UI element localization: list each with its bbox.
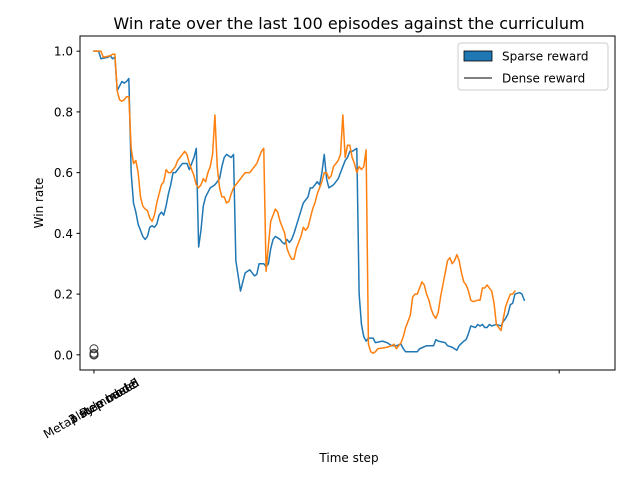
y-axis: 0.0 0.2 0.4 0.6 0.8 1.0 <box>54 45 80 362</box>
y-tick-label: 0.2 <box>54 288 73 302</box>
y-tick-label: 0.0 <box>54 348 73 362</box>
legend: Sparse reward Dense reward <box>457 42 609 91</box>
y-tick-label: 1.0 <box>54 45 73 59</box>
marker-layer <box>89 344 99 360</box>
chart-title: Win rate over the last 100 episodes agai… <box>113 14 584 33</box>
plot-frame <box>79 35 616 371</box>
data-marker <box>89 344 99 354</box>
series-layer <box>93 50 526 355</box>
legend-label: Sparse reward <box>502 50 589 64</box>
legend-label: Dense reward <box>502 72 585 86</box>
x-axis-label: Time step <box>318 451 378 465</box>
y-tick-label: 0.4 <box>54 227 73 241</box>
data-marker <box>89 350 99 360</box>
legend-swatch <box>463 50 493 62</box>
series-line-2 <box>93 50 517 355</box>
series-line-1 <box>93 50 526 353</box>
y-axis-label: Win rate <box>32 178 46 229</box>
y-tick-label: 0.8 <box>54 105 73 119</box>
legend-box <box>457 42 609 91</box>
y-tick-label: 0.6 <box>54 166 73 180</box>
